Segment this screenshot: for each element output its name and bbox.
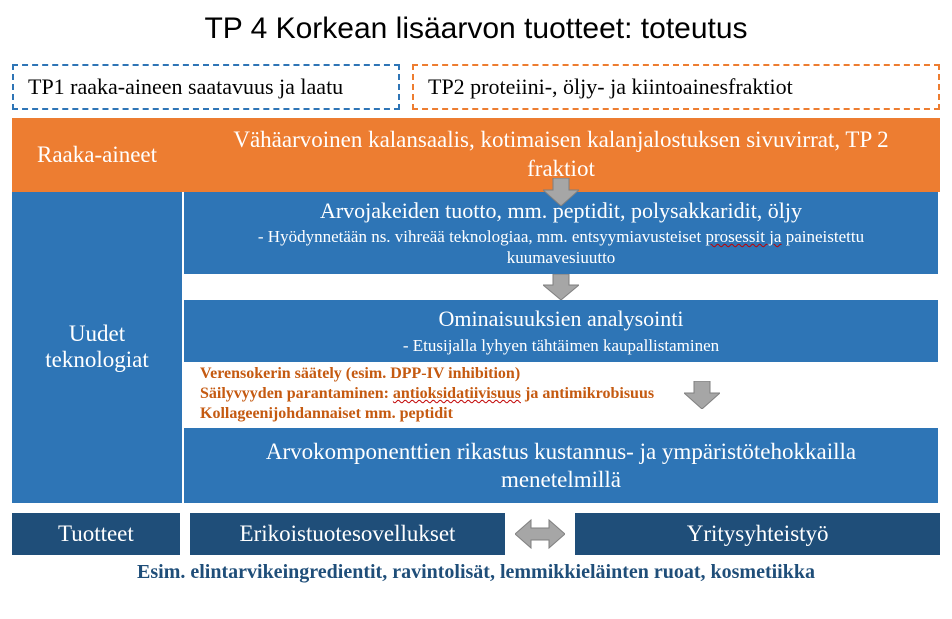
arrow-gap-2 <box>182 274 940 300</box>
highlight-l3: Kollageenijohdannaiset mm. peptidit <box>200 404 922 424</box>
page-title: TP 4 Korkean lisäarvon tuotteet: toteutu… <box>0 0 952 64</box>
highlight-l2-post: ja antimikrobisuus <box>521 385 654 402</box>
box-yritysyhteistyo: Yritysyhteistyö <box>575 513 940 555</box>
bottom-row: Tuotteet Erikoistuotesovellukset Yritysy… <box>0 503 952 555</box>
highlight-l1: Verensokerin säätely (esim. DPP-IV inhib… <box>200 364 922 384</box>
arrow-bidirectional-icon <box>515 518 565 550</box>
arrow-down-3 <box>684 381 720 409</box>
highlight-block: Verensokerin säätely (esim. DPP-IV inhib… <box>182 362 940 428</box>
box2-header: Ominaisuuksien analysointi <box>204 306 918 332</box>
tp1-box: TP1 raaka-aineen saatavuus ja laatu <box>12 64 400 110</box>
highlight-l2-wavy: antioksidatiivisuus <box>393 385 521 402</box>
arrow-down-2 <box>543 274 579 300</box>
label-uudet-teknologiat: Uudet teknologiat <box>12 192 182 504</box>
box3-header: Arvokomponenttien rikastus kustannus- ja… <box>204 438 918 493</box>
tp-input-row: TP1 raaka-aineen saatavuus ja laatu TP2 … <box>0 64 952 118</box>
box-ominaisuuksien-analysointi: Ominaisuuksien analysointi - Etusijalla … <box>184 300 938 362</box>
box-arvokomponenttien-rikastus: Arvokomponenttien rikastus kustannus- ja… <box>184 428 938 503</box>
box1-sub-pre: - Hyödynnetään ns. vihreää teknologiaa, … <box>258 227 706 246</box>
label-tuotteet: Tuotteet <box>12 513 180 555</box>
footer-examples: Esim. elintarvikeingredientit, ravintoli… <box>0 555 952 584</box>
tp2-box: TP2 proteiini-, öljy- ja kiintoainesfrak… <box>412 64 940 110</box>
box-erikoistuotesovellukset: Erikoistuotesovellukset <box>190 513 506 555</box>
content-teknologiat: Arvojakeiden tuotto, mm. peptidit, polys… <box>182 192 940 504</box>
box1-sub: - Hyödynnetään ns. vihreää teknologiaa, … <box>204 226 918 269</box>
label-raaka-aineet: Raaka-aineet <box>12 118 182 192</box>
box2-sub: - Etusijalla lyhyen tähtäimen kaupallist… <box>204 335 918 356</box>
highlight-l2-pre: Säilyvyyden parantaminen: <box>200 385 393 402</box>
arrow-down-1 <box>543 178 579 206</box>
box1-sub-wavy: prosessit ja <box>705 227 781 246</box>
highlight-l2: Säilyvyyden parantaminen: antioksidatiiv… <box>200 384 922 404</box>
main-grid: Raaka-aineet Vähäarvoinen kalansaalis, k… <box>0 118 952 503</box>
